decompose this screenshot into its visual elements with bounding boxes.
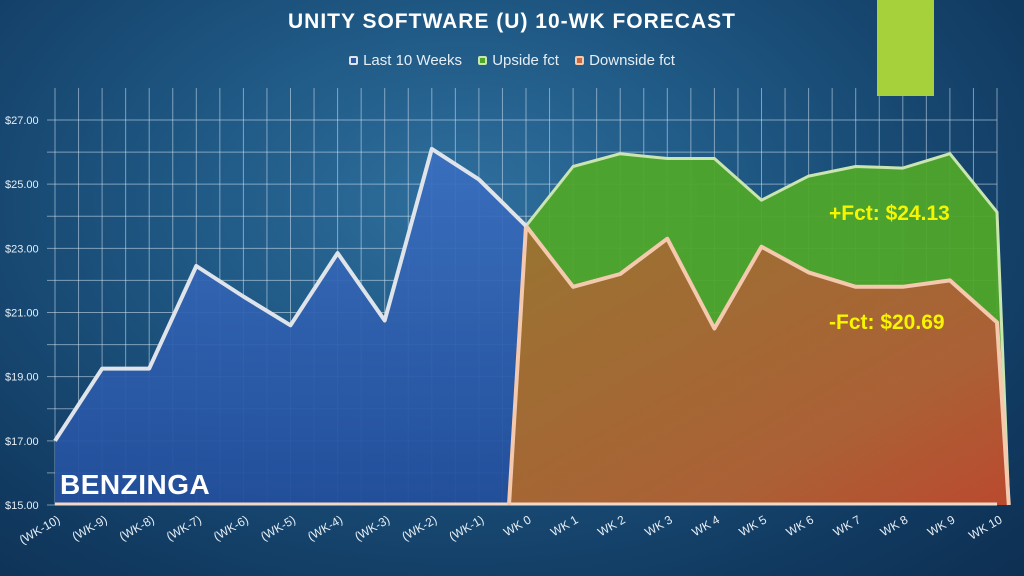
x-tick-label: WK 6 xyxy=(784,512,817,539)
area-downside-fct xyxy=(509,225,1009,505)
y-tick-label: $21.00 xyxy=(5,308,39,320)
x-tick-label: WK 10 xyxy=(966,512,1004,542)
chart-title: UNITY SOFTWARE (U) 10-WK FORECAST xyxy=(288,10,736,33)
y-tick-label: $17.00 xyxy=(5,436,39,448)
x-tick-label: (WK-1) xyxy=(446,512,486,543)
x-tick-label: WK 2 xyxy=(595,512,628,539)
x-tick-label: (WK-7) xyxy=(164,512,204,543)
legend-swatch-upside xyxy=(478,56,488,65)
x-tick-label: WK 4 xyxy=(689,512,722,539)
y-tick-label: $27.00 xyxy=(5,115,39,127)
x-tick-label: (WK-8) xyxy=(117,512,157,543)
accent-bar xyxy=(877,0,934,96)
x-tick-label: WK 8 xyxy=(878,512,911,539)
x-tick-label: (WK-2) xyxy=(399,512,439,543)
x-tick-label: WK 3 xyxy=(642,512,675,539)
x-tick-label: WK 9 xyxy=(925,512,958,539)
y-tick-label: $15.00 xyxy=(5,500,39,512)
x-tick-label: (WK-9) xyxy=(70,512,110,543)
downside-forecast-callout: -Fct: $20.69 xyxy=(829,311,945,334)
legend-swatch-last-10-weeks xyxy=(349,56,359,65)
y-tick-label: $19.00 xyxy=(5,372,39,384)
chart-legend: Last 10 Weeks Upside fct Downside fct xyxy=(0,52,1024,69)
x-tick-label: WK 0 xyxy=(501,512,534,539)
line-last-10-weeks xyxy=(53,146,528,442)
x-tick-label: (WK-10) xyxy=(17,512,63,546)
upside-forecast-callout: +Fct: $24.13 xyxy=(829,202,950,225)
legend-label-downside: Downside fct xyxy=(589,52,675,69)
legend-item-last-10-weeks: Last 10 Weeks xyxy=(349,52,462,69)
x-tick-label: WK 7 xyxy=(831,512,864,539)
x-tick-label: (WK-4) xyxy=(305,512,345,543)
x-tick-label: WK 1 xyxy=(548,512,581,539)
legend-label-last-10-weeks: Last 10 Weeks xyxy=(363,52,463,69)
benzinga-logo: BENZINGA xyxy=(60,469,211,500)
x-tick-label: (WK-6) xyxy=(211,512,251,543)
legend-label-upside: Upside fct xyxy=(492,52,559,69)
x-tick-label: (WK-3) xyxy=(352,512,392,543)
x-tick-label: (WK-5) xyxy=(258,512,298,543)
line-downside-fct xyxy=(507,223,1011,506)
y-tick-label: $25.00 xyxy=(5,179,39,191)
x-tick-label: WK 5 xyxy=(737,512,770,539)
line-upside-fct xyxy=(507,152,1011,506)
y-tick-label: $23.00 xyxy=(5,243,39,255)
legend-item-upside: Upside fct xyxy=(478,52,559,69)
legend-swatch-downside xyxy=(575,56,585,65)
series-lines xyxy=(53,146,1011,506)
legend-item-downside: Downside fct xyxy=(575,52,675,69)
